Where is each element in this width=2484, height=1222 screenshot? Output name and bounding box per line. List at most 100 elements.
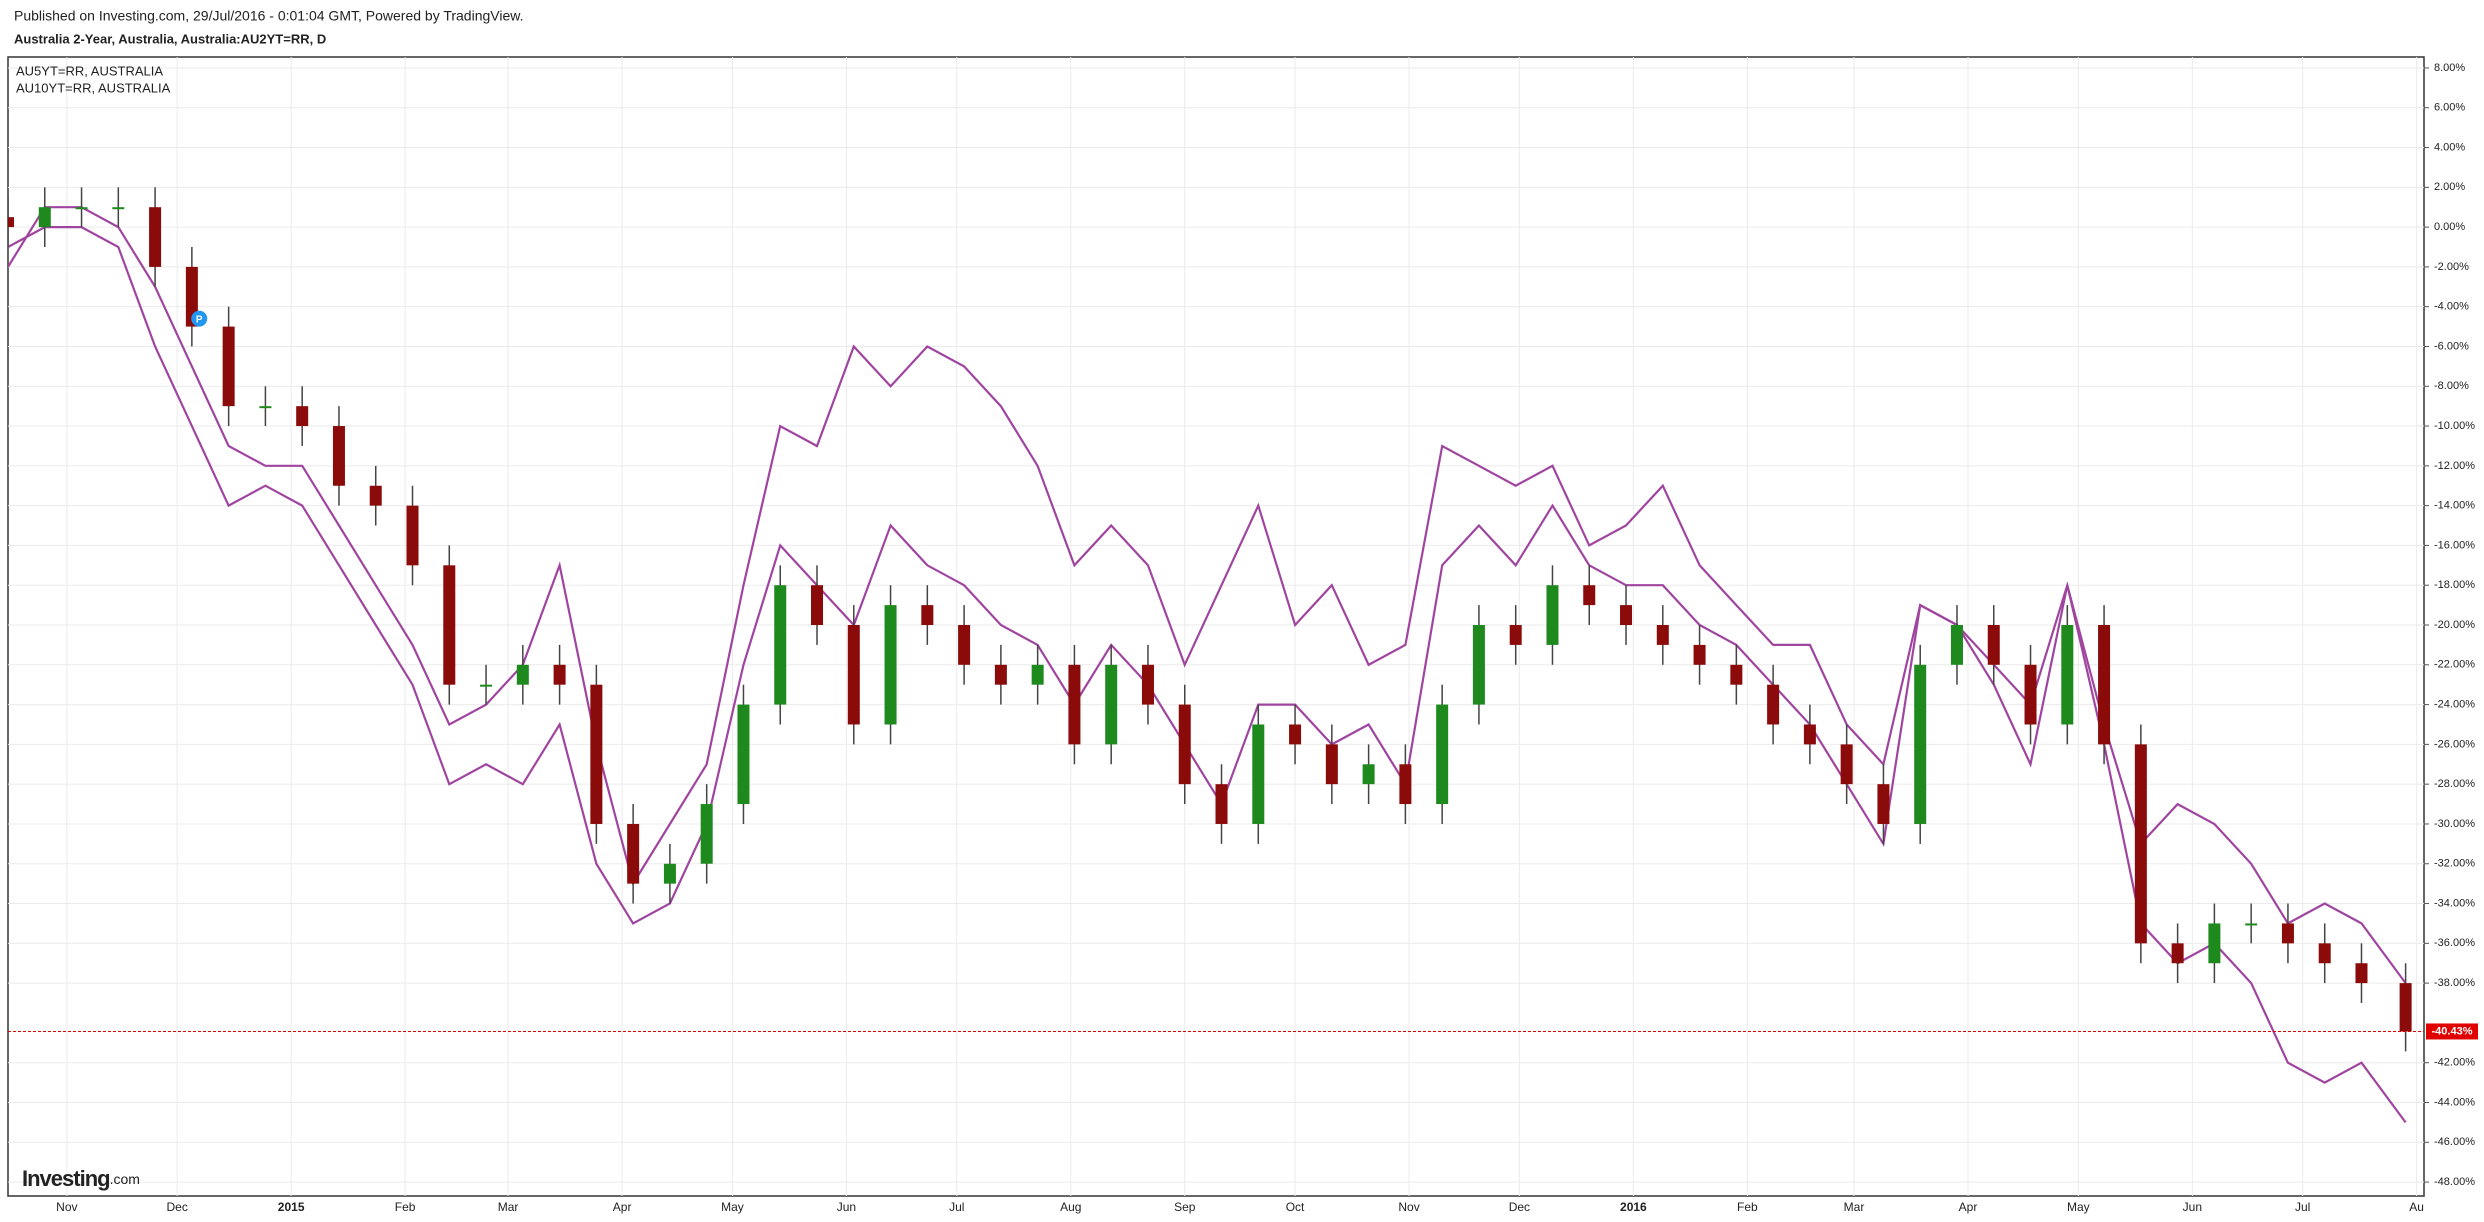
plot-frame (7, 56, 2425, 1197)
candle-body (958, 625, 971, 665)
candle-body (994, 664, 1007, 685)
y-tick-label: 8.00% (2434, 62, 2465, 74)
candle-body (1546, 585, 1559, 645)
candle-body (112, 207, 125, 210)
y-tick-label: -24.00% (2434, 698, 2475, 710)
candle-body (1141, 664, 1154, 705)
candle-body (38, 207, 51, 228)
x-tick-label: Jun (2183, 1200, 2202, 1214)
y-tick-label: -34.00% (2434, 897, 2475, 909)
x-tick-label: Nov (1398, 1200, 1419, 1214)
x-tick-label: Apr (1959, 1200, 1978, 1214)
y-tick-label: -42.00% (2434, 1057, 2475, 1069)
candle-body (627, 823, 640, 884)
annotation-label: P (196, 314, 203, 325)
candle-body (1105, 664, 1118, 745)
logo-text: Investing (22, 1166, 110, 1191)
candle-body (1215, 784, 1228, 824)
candle-body (700, 804, 713, 864)
candle-body (884, 605, 897, 725)
candle-body (921, 605, 934, 626)
y-tick-label: -48.00% (2434, 1176, 2475, 1188)
legend-entry: AU5YT=RR, AUSTRALIA (16, 63, 163, 78)
candle-body (1436, 704, 1449, 805)
candle-body (1289, 724, 1302, 745)
candle-body (1877, 784, 1890, 824)
candle-body (1950, 625, 1963, 665)
line-series (8, 206, 2407, 984)
candle-body (1693, 644, 1706, 665)
y-tick-label: -26.00% (2434, 738, 2475, 750)
candle-body (737, 704, 750, 805)
y-tick-label: -16.00% (2434, 539, 2475, 551)
candle-body (185, 266, 198, 327)
candle-body (1914, 664, 1927, 824)
x-tick-label: Jul (949, 1200, 964, 1214)
candle-body (2098, 625, 2111, 745)
candle-body (1399, 764, 1412, 805)
x-axis: Nov Dec 2015 Feb Mar Apr May Jun Jul Aug Sep Oct Nov… (56, 1200, 2424, 1214)
y-tick-label: 4.00% (2434, 141, 2465, 153)
y-tick-label: -38.00% (2434, 977, 2475, 989)
x-tick-label: Oct (1286, 1200, 1305, 1214)
y-tick-label: 0.00% (2434, 221, 2465, 233)
candle-body (2208, 923, 2221, 964)
last-price-label: -40.43% (2432, 1025, 2473, 1037)
x-tick-label: Jul (2295, 1200, 2310, 1214)
candle-body (2399, 983, 2412, 1032)
candle-body (2281, 923, 2294, 944)
x-tick-label: 2015 (278, 1200, 305, 1214)
x-tick-label: May (721, 1200, 744, 1214)
x-tick-label: Au (2409, 1200, 2424, 1214)
candle-body (443, 565, 456, 685)
candle-body (847, 625, 860, 725)
logo: Investing.com (22, 1166, 140, 1191)
candle-body (1803, 724, 1816, 745)
x-tick-label: Jun (837, 1200, 856, 1214)
candle-body (406, 505, 419, 566)
published-note: Published on Investing.com, 29/Jul/2016 … (14, 8, 523, 24)
candle-body (480, 684, 493, 687)
y-tick-label: 6.00% (2434, 102, 2465, 114)
y-tick-label: -32.00% (2434, 858, 2475, 870)
candle-body (1840, 744, 1853, 785)
candle-body (1656, 625, 1669, 645)
y-tick-label: -14.00% (2434, 500, 2475, 512)
candle-body (369, 485, 382, 506)
candle-body (1325, 744, 1338, 785)
y-tick-label: -4.00% (2434, 301, 2469, 313)
candle-body (1362, 764, 1375, 785)
candle-body (1730, 664, 1743, 685)
y-tick-label: -36.00% (2434, 937, 2475, 949)
x-tick-label: Dec (1509, 1200, 1530, 1214)
y-tick-label: -18.00% (2434, 579, 2475, 591)
candle-body (2061, 625, 2074, 725)
x-tick-label: Feb (395, 1200, 416, 1214)
candle-body (1583, 585, 1596, 606)
candle-body (1068, 664, 1081, 745)
x-tick-label: Feb (1737, 1200, 1758, 1214)
candle-body (1252, 724, 1265, 824)
y-axis: 8.00% 6.00% 4.00% 2.00% 0.00% -2.00% -4.00% -6.… (2424, 62, 2478, 1188)
logo-suffix: .com (110, 1171, 140, 1187)
last-price-box (2426, 1023, 2478, 1040)
candle-body (590, 684, 603, 824)
y-tick-label: -44.00% (2434, 1096, 2475, 1108)
y-tick-label: -20.00% (2434, 619, 2475, 631)
candle-body (2318, 943, 2331, 964)
legend-entry: AU10YT=RR, AUSTRALIA (16, 80, 171, 95)
candle-body (774, 585, 787, 705)
candle-body (332, 426, 345, 486)
candle-body (1987, 625, 2000, 665)
candle-body (8, 217, 14, 228)
y-tick-label: -28.00% (2434, 778, 2475, 790)
candle-body (1620, 605, 1633, 626)
annotation-badge (191, 310, 208, 327)
candle-body (222, 326, 235, 407)
chart-title: Australia 2-Year, Australia, Australia:A… (14, 31, 326, 46)
y-tick-label: -2.00% (2434, 261, 2469, 273)
candle-body (75, 207, 88, 210)
candle-body (259, 406, 272, 409)
x-tick-label: Mar (498, 1200, 519, 1214)
